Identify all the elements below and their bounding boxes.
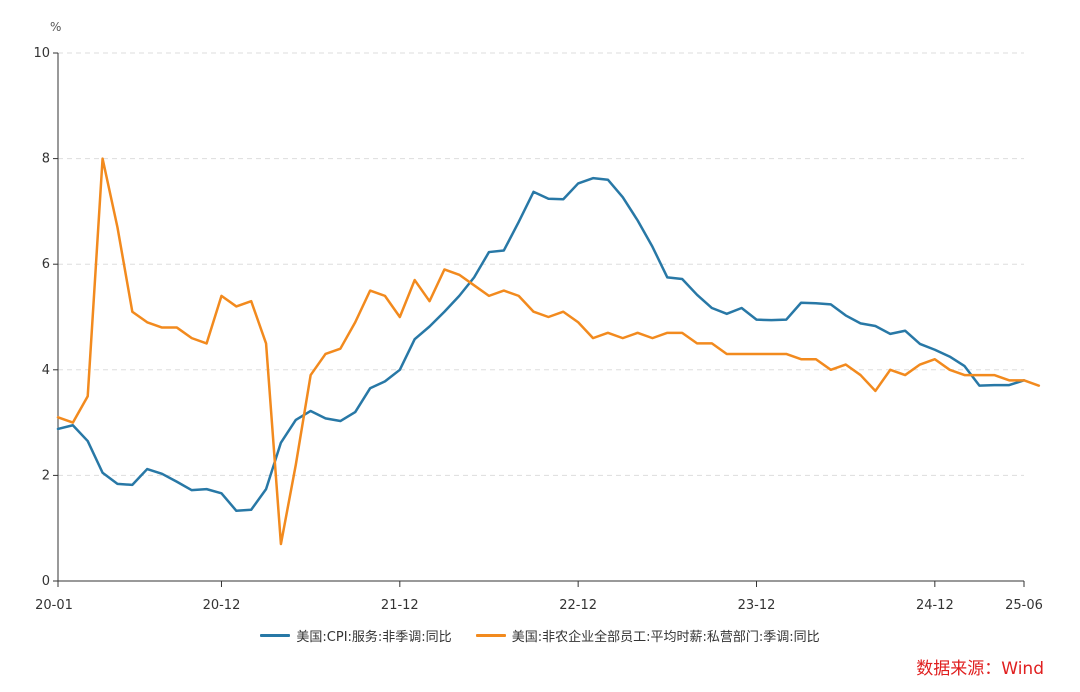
series-line-hourly-earnings [56,157,1041,546]
series-line-cpi-services [56,176,1026,513]
legend-item-cpi-services[interactable]: 美国:CPI:服务:非季调:同比 [260,626,452,645]
data-source-note: 数据来源：Wind [916,659,1044,679]
x-tick-label: 21-12 [381,598,419,613]
line-chart: 0 2 4 6 8 10 20-01 20-12 21-12 22-12 23-12 24-12 25-… [33,20,1042,613]
legend-label-cpi-services: 美国:CPI:服务:非季调:同比 [296,630,452,645]
grid-lines [58,52,1024,476]
x-tick-label: 24-12 [916,598,954,613]
x-tick-label: 22-12 [559,598,597,613]
x-tick-label: 25-06 [1005,598,1043,613]
y-tick-label: 4 [42,363,50,378]
series-lines [56,157,1041,546]
legend-swatch-hourly-earnings [475,634,506,637]
legend: 美国:CPI:服务:非季调:同比 美国:非农企业全部员工:平均时薪:私营部门:季… [0,626,1080,645]
axes: 0 2 4 6 8 10 20-01 20-12 21-12 22-12 23-12 24-12 25-… [33,46,1042,613]
y-tick-label: 10 [33,46,50,61]
legend-swatch-cpi-services [260,634,291,637]
legend-item-hourly-earnings[interactable]: 美国:非农企业全部员工:平均时薪:私营部门:季调:同比 [475,626,820,645]
y-tick-label: 2 [42,468,50,483]
y-tick-label: 6 [42,257,50,272]
x-tick-label: 23-12 [738,598,776,613]
legend-label-hourly-earnings: 美国:非农企业全部员工:平均时薪:私营部门:季调:同比 [511,630,820,645]
x-tick-label: 20-01 [35,598,73,613]
y-tick-label: 8 [42,152,50,167]
y-unit-label: % [50,20,61,34]
y-tick-label: 0 [42,574,50,589]
x-tick-label: 20-12 [203,598,241,613]
